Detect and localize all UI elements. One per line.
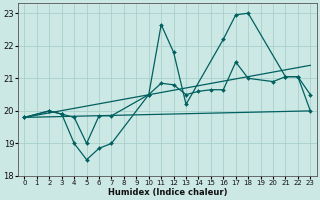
X-axis label: Humidex (Indice chaleur): Humidex (Indice chaleur) xyxy=(108,188,227,197)
